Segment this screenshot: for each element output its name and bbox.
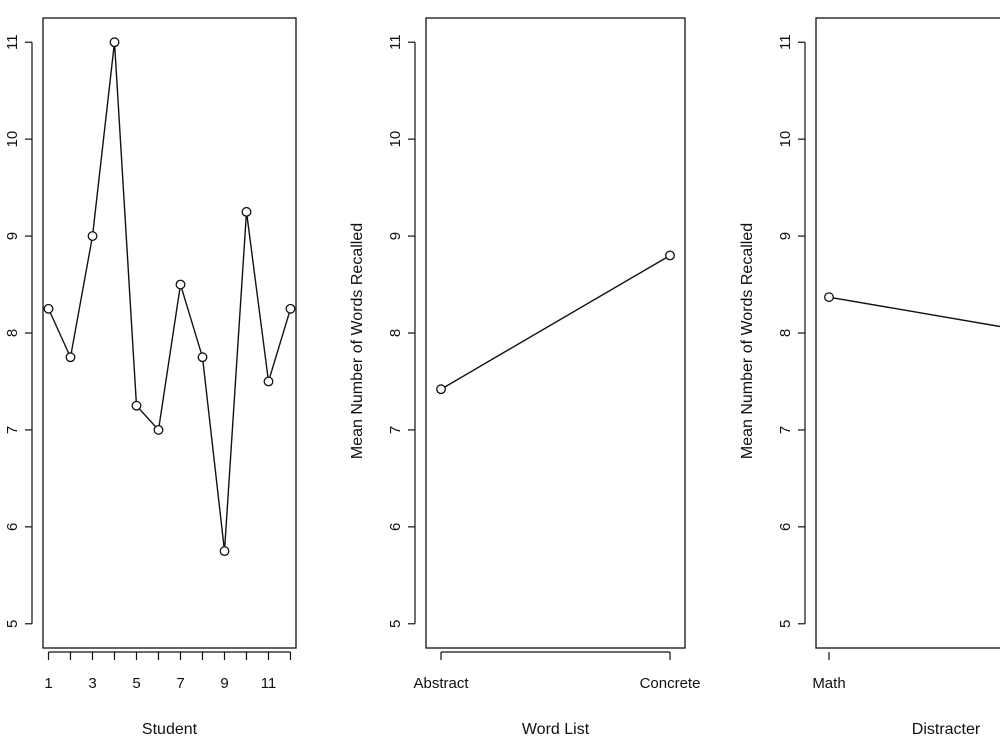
y-axis-title: Mean Number of Words Recalled (349, 223, 366, 459)
series-line (828, 296, 1000, 328)
series-line (440, 254, 671, 390)
data-point (65, 352, 76, 363)
panel-distracter: 5 6 7 8 9 10 11 Math Distracter Mean Number of Wo… (739, 17, 1000, 738)
data-point (241, 206, 252, 217)
y-tick-label: 9 (4, 232, 21, 240)
data-point (109, 37, 120, 48)
x-tick-label: Abstract (413, 675, 469, 692)
panel-word-list: 5 6 7 8 9 10 11 Abstract Concrete Word List Mean N… (349, 17, 701, 738)
x-axis-title: Word List (522, 721, 590, 738)
data-point (824, 292, 834, 303)
y-tick-label: 10 (4, 131, 21, 148)
plot-frame (815, 17, 1000, 649)
x-tick-label: Math (812, 675, 845, 692)
x-tick-label: 3 (88, 675, 96, 692)
y-tick-label: 11 (777, 34, 794, 50)
x-tick-label: 11 (261, 675, 277, 692)
data-point (285, 303, 296, 314)
data-point (87, 231, 98, 242)
x-tick-label: 1 (44, 675, 52, 692)
y-tick-label: 7 (4, 426, 21, 434)
x-axis-title: Distracter (912, 721, 981, 738)
y-tick-label: 6 (387, 523, 404, 531)
y-tick-label: 11 (387, 34, 404, 50)
y-tick-label: 8 (777, 329, 794, 337)
y-tick-label: 5 (4, 620, 21, 628)
y-tick-label: 7 (387, 426, 404, 434)
x-tick-label: Concrete (640, 675, 701, 692)
data-point (43, 303, 54, 314)
data-point (665, 250, 675, 261)
data-point (263, 376, 274, 387)
x-tick-label: 5 (132, 675, 140, 692)
y-tick-label: 7 (777, 426, 794, 434)
y-tick-label: 6 (777, 523, 794, 531)
y-tick-label: 9 (387, 232, 404, 240)
y-tick-label: 10 (777, 131, 794, 148)
plot-frame (42, 17, 297, 649)
y-tick-label: 9 (777, 232, 794, 240)
y-tick-label: 10 (387, 131, 404, 148)
data-point (175, 279, 186, 290)
data-point (197, 352, 208, 363)
y-tick-label: 8 (387, 329, 404, 337)
series-line (47, 42, 292, 552)
x-axis-title: Student (142, 721, 198, 738)
y-tick-label: 11 (4, 34, 21, 50)
data-point (153, 424, 164, 435)
x-tick-label: 9 (220, 675, 228, 692)
x-tick-label: 7 (176, 675, 184, 692)
y-tick-label: 8 (4, 329, 21, 337)
y-tick-label: 5 (777, 620, 794, 628)
y-tick-label: 5 (387, 620, 404, 628)
data-point (219, 546, 230, 557)
data-point (436, 384, 446, 395)
y-tick-label: 6 (4, 523, 21, 531)
data-point (131, 400, 142, 411)
y-axis-title: Mean Number of Words Recalled (739, 223, 756, 459)
plot-frame (425, 17, 686, 649)
